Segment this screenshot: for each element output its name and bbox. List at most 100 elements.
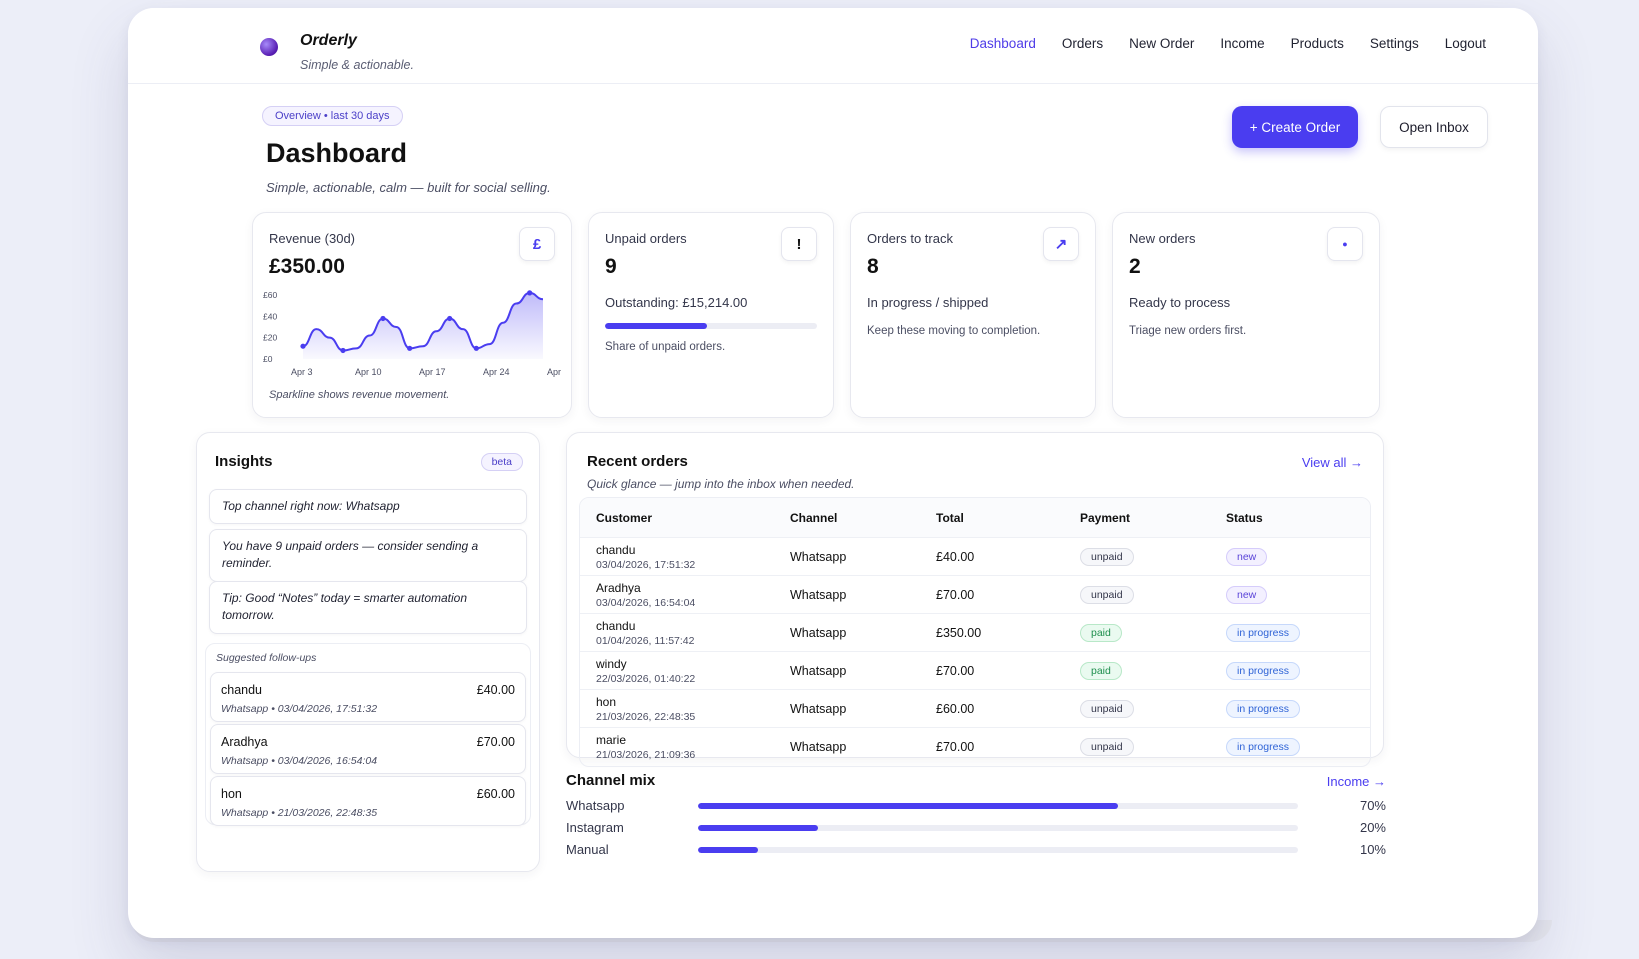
order-channel: Whatsapp [790,550,847,564]
nav-settings[interactable]: Settings [1369,36,1419,51]
channel-percent: 20% [1359,820,1386,835]
nav-new-order[interactable]: New Order [1129,36,1195,51]
followup-item[interactable]: hon £60.00 Whatsapp • 21/03/2026, 22:48:… [210,776,526,826]
nav-income[interactable]: Income [1220,36,1265,51]
channel-mix-row: Whatsapp 70% [566,798,1386,818]
overview-chip: Overview • last 30 days [262,106,403,126]
view-all-link[interactable]: View all → [1301,455,1363,470]
channel-bar [698,825,1298,831]
sparkline-point [300,343,306,349]
table-row[interactable]: chandu 03/04/2026, 17:51:32 Whatsapp £40.00… [580,538,1370,576]
table-row[interactable]: hon 21/03/2026, 22:48:35 Whatsapp £60.00 unp… [580,690,1370,728]
main-nav: Dashboard Orders New Order Income Products Se… [970,36,1486,51]
y-tick-label: £20 [263,333,277,343]
new-title: New orders [1129,231,1196,246]
logo-icon [260,38,278,56]
x-tick-label: Apr 10 [355,367,382,377]
order-date: 03/04/2026, 17:51:32 [596,559,696,571]
status-badge: in progress [1226,738,1300,756]
channel-bar-fill [698,803,1118,809]
payment-badge: unpaid [1080,738,1134,756]
sparkline-point [340,347,346,354]
payment-badge: paid [1080,662,1122,680]
sparkline-point [407,345,413,351]
unpaid-note: Share of unpaid orders. [605,341,726,353]
orders-table: Customer Channel Total Payment Status chandu 0… [579,497,1371,767]
recent-orders-title: Recent orders [587,453,688,470]
table-header: Customer Channel Total Payment Status [580,498,1370,538]
nav-orders[interactable]: Orders [1061,36,1104,51]
track-value: 8 [867,255,879,278]
insights-panel: Insights beta Top channel right now: Wha… [196,432,540,872]
payment-badge: unpaid [1080,700,1134,718]
channel-mix-row: Instagram 20% [566,820,1386,840]
followup-item[interactable]: chandu £40.00 Whatsapp • 03/04/2026, 17:… [210,672,526,722]
status-badge: new [1226,548,1268,566]
status-badge: in progress [1226,662,1300,680]
new-status: Ready to process [1129,295,1231,310]
income-link[interactable]: Income → [1326,774,1386,789]
x-tick-label: Apr 24 [483,367,510,377]
order-date: 22/03/2026, 01:40:22 [596,673,696,685]
channel-bar [698,803,1298,809]
channel-label: Manual [566,842,609,857]
channel-label: Whatsapp [566,798,625,813]
suggested-followups: Suggested follow-ups chandu £40.00 Whats… [205,643,531,826]
order-total: £40.00 [936,550,975,564]
order-total: £70.00 [936,664,975,678]
followup-meta: Whatsapp • 03/04/2026, 17:51:32 [221,703,378,715]
table-row[interactable]: windy 22/03/2026, 01:40:22 Whatsapp £70.00 p… [580,652,1370,690]
track-note: Keep these moving to completion. [867,325,1041,337]
new-value: 2 [1129,255,1141,278]
sparkline-point [527,290,533,296]
payment-badge: paid [1080,624,1122,642]
followup-amount: £40.00 [476,683,515,697]
followup-meta: Whatsapp • 21/03/2026, 22:48:35 [221,807,378,819]
followup-amount: £60.00 [476,787,515,801]
unpaid-share-bar [605,323,817,329]
channel-bar [698,847,1298,853]
insight-item: Top channel right now: Whatsapp [209,489,527,525]
brand-tagline: Simple & actionable. [300,58,414,72]
channel-percent: 70% [1359,798,1386,813]
beta-badge: beta [480,453,523,471]
dashboard-main: Overview • last 30 days Dashboard Simple… [196,92,1508,898]
followup-item[interactable]: Aradhya £70.00 Whatsapp • 03/04/2026, 16… [210,724,526,774]
table-row[interactable]: chandu 01/04/2026, 11:57:42 Whatsapp £350.0… [580,614,1370,652]
column-header: Status [1226,511,1263,525]
followup-meta: Whatsapp • 03/04/2026, 16:54:04 [221,755,378,767]
nav-dashboard[interactable]: Dashboard [969,36,1036,51]
channel-mix-panel: Channel mix Income → Whatsapp 70% Instagra… [566,772,1386,868]
orders-to-track-card: Orders to track 8 ↗ In progress / shippe… [850,212,1096,418]
table-row[interactable]: marie 21/03/2026, 21:09:36 Whatsapp £70.00 u… [580,728,1370,766]
nav-products[interactable]: Products [1290,36,1344,51]
order-date: 01/04/2026, 11:57:42 [596,635,695,647]
followup-name: Aradhya [221,735,268,749]
recent-orders-panel: Recent orders Quick glance — jump into t… [566,432,1384,767]
open-inbox-button[interactable]: Open Inbox [1380,106,1488,148]
unpaid-title: Unpaid orders [605,231,687,246]
pound-icon: £ [519,227,555,261]
order-date: 21/03/2026, 21:09:36 [596,749,696,761]
followup-amount: £70.00 [476,735,515,749]
channel-label: Instagram [566,820,624,835]
arrow-up-right-icon: ↗ [1043,227,1079,261]
order-date: 03/04/2026, 16:54:04 [596,597,696,609]
channel-mix-row: Manual 10% [566,842,1386,862]
order-channel: Whatsapp [790,626,847,640]
customer-name: hon [596,695,617,709]
followups-heading: Suggested follow-ups [216,652,317,664]
dot-icon: ● [1327,227,1363,261]
order-channel: Whatsapp [790,588,847,602]
insight-item: You have 9 unpaid orders — consider send… [209,529,527,582]
app-window: Orderly Simple & actionable. Dashboard Or… [128,8,1538,938]
nav-logout[interactable]: Logout [1444,36,1486,51]
channel-percent: 10% [1359,842,1386,857]
table-row[interactable]: Aradhya 03/04/2026, 16:54:04 Whatsapp £70.0… [580,576,1370,614]
create-order-button[interactable]: + Create Order [1232,106,1358,148]
column-header: Total [936,511,964,525]
page-title: Dashboard [266,138,408,168]
followup-name: hon [221,787,242,801]
column-header: Channel [790,511,838,525]
order-date: 21/03/2026, 22:48:35 [596,711,696,723]
